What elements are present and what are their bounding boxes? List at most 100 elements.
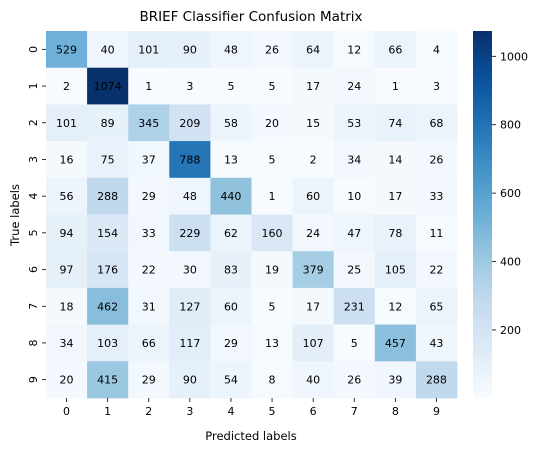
cell-value-0-1: 40 — [101, 43, 115, 56]
cell-value-9-0: 20 — [60, 374, 74, 387]
cell-value-8-6: 107 — [303, 337, 324, 350]
cell-value-7-5: 5 — [269, 300, 276, 313]
cell-value-9-2: 29 — [142, 374, 156, 387]
cell-value-8-5: 13 — [265, 337, 279, 350]
cell-value-4-4: 440 — [220, 190, 241, 203]
cell-value-0-6: 64 — [306, 43, 320, 56]
cell-value-3-6: 2 — [310, 153, 317, 166]
colorbar-tick-label-400: 400 — [500, 256, 521, 269]
cell-value-0-0: 529 — [56, 43, 77, 56]
cell-value-6-5: 19 — [265, 264, 279, 277]
cell-value-0-9: 4 — [433, 43, 440, 56]
cell-value-3-9: 26 — [429, 153, 443, 166]
y-tick-label-6: 6 — [27, 266, 40, 273]
cell-value-2-2: 345 — [138, 117, 159, 130]
x-tick-label-2: 2 — [145, 405, 152, 418]
cell-value-2-8: 74 — [388, 117, 402, 130]
cell-value-4-6: 60 — [306, 190, 320, 203]
cell-value-7-1: 462 — [97, 300, 118, 313]
cell-value-6-9: 22 — [429, 264, 443, 277]
cell-value-7-3: 127 — [179, 300, 200, 313]
cell-value-2-6: 15 — [306, 117, 320, 130]
cell-value-7-6: 17 — [306, 300, 320, 313]
cell-value-9-6: 40 — [306, 374, 320, 387]
y-tick-label-9: 9 — [27, 376, 40, 383]
cell-value-6-0: 97 — [60, 264, 74, 277]
cell-value-6-3: 30 — [183, 264, 197, 277]
cell-value-1-6: 17 — [306, 80, 320, 93]
cell-value-5-4: 62 — [224, 227, 238, 240]
cell-value-1-8: 1 — [392, 80, 399, 93]
cell-value-6-7: 25 — [347, 264, 361, 277]
cell-value-9-3: 90 — [183, 374, 197, 387]
cell-value-5-1: 154 — [97, 227, 118, 240]
colorbar: 200 400 600 800 1000 — [473, 31, 528, 398]
x-tick-label-3: 3 — [186, 405, 193, 418]
colorbar-tick-label-200: 200 — [500, 324, 521, 337]
y-tick-label-5: 5 — [27, 229, 40, 236]
cell-value-2-4: 58 — [224, 117, 238, 130]
cell-value-1-3: 3 — [186, 80, 193, 93]
cell-value-8-4: 29 — [224, 337, 238, 350]
cell-value-4-2: 29 — [142, 190, 156, 203]
y-tick-label-3: 3 — [27, 156, 40, 163]
y-tick-label-4: 4 — [27, 193, 40, 200]
cell-value-0-4: 48 — [224, 43, 238, 56]
cell-value-5-5: 160 — [262, 227, 283, 240]
cell-value-8-7: 5 — [351, 337, 358, 350]
y-axis-label: True labels — [8, 184, 22, 247]
y-tick-label-2: 2 — [27, 119, 40, 126]
y-tick-label-1: 1 — [27, 83, 40, 90]
y-tick-label-0: 0 — [27, 46, 40, 53]
colorbar-tick-label-800: 800 — [500, 119, 521, 132]
colorbar-tick-label-1000: 1000 — [500, 50, 528, 63]
cell-value-3-8: 14 — [388, 153, 402, 166]
cell-value-9-8: 39 — [388, 374, 402, 387]
cell-value-9-4: 54 — [224, 374, 238, 387]
cell-value-2-5: 20 — [265, 117, 279, 130]
cell-value-3-7: 34 — [347, 153, 361, 166]
cell-value-5-9: 11 — [429, 227, 443, 240]
cell-value-8-3: 117 — [179, 337, 200, 350]
cell-value-5-3: 229 — [179, 227, 200, 240]
cell-value-2-1: 89 — [101, 117, 115, 130]
cell-value-4-9: 33 — [429, 190, 443, 203]
cell-value-0-8: 66 — [388, 43, 402, 56]
cell-value-8-1: 103 — [97, 337, 118, 350]
cell-value-7-0: 18 — [60, 300, 74, 313]
cell-value-9-9: 288 — [426, 374, 447, 387]
cell-value-5-7: 47 — [347, 227, 361, 240]
cell-value-1-2: 1 — [145, 80, 152, 93]
cell-value-2-0: 101 — [56, 117, 77, 130]
cell-value-2-3: 209 — [179, 117, 200, 130]
cell-value-5-0: 94 — [60, 227, 74, 240]
chart-title: BRIEF Classifier Confusion Matrix — [139, 9, 362, 25]
cell-value-8-9: 43 — [429, 337, 443, 350]
cell-value-7-7: 231 — [344, 300, 365, 313]
cell-value-4-7: 10 — [347, 190, 361, 203]
cell-value-1-1: 1074 — [94, 80, 122, 93]
cell-value-8-8: 457 — [385, 337, 406, 350]
cell-value-0-5: 26 — [265, 43, 279, 56]
cell-value-6-1: 176 — [97, 264, 118, 277]
x-tick-label-1: 1 — [104, 405, 111, 418]
cell-value-4-3: 48 — [183, 190, 197, 203]
cell-value-2-7: 53 — [347, 117, 361, 130]
cell-value-3-3: 788 — [179, 153, 200, 166]
cell-value-6-2: 22 — [142, 264, 156, 277]
colorbar-gradient — [473, 31, 492, 398]
cell-value-1-5: 5 — [269, 80, 276, 93]
y-tick-label-7: 7 — [27, 303, 40, 310]
cell-value-6-6: 379 — [303, 264, 324, 277]
x-axis-label: Predicted labels — [205, 429, 296, 443]
x-tick-label-8: 8 — [392, 405, 399, 418]
cell-value-7-2: 31 — [142, 300, 156, 313]
y-axis-ticks: 0 1 2 3 4 5 6 7 8 9 — [27, 46, 46, 383]
cell-value-4-1: 288 — [97, 190, 118, 203]
cell-value-9-7: 26 — [347, 374, 361, 387]
cell-value-7-9: 65 — [429, 300, 443, 313]
x-axis-ticks: 0 1 2 3 4 5 6 7 8 9 — [63, 398, 440, 418]
cell-value-5-8: 78 — [388, 227, 402, 240]
cell-value-6-4: 83 — [224, 264, 238, 277]
cell-value-3-0: 16 — [60, 153, 74, 166]
